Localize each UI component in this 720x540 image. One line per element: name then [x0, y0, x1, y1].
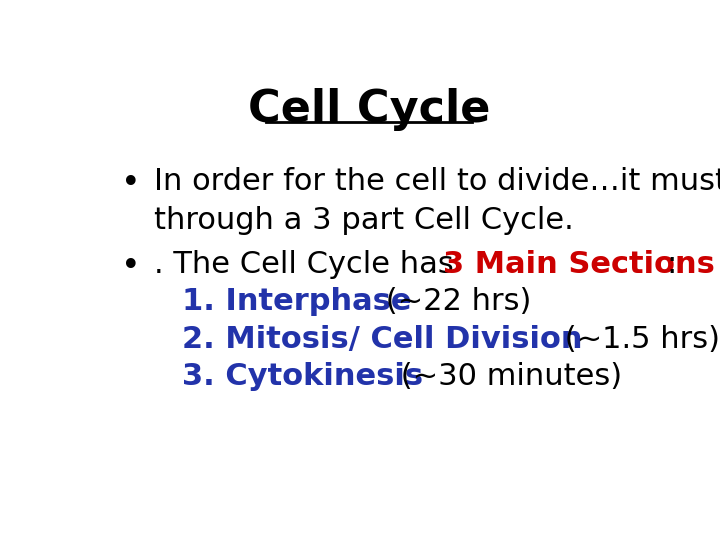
Text: •: •: [121, 250, 140, 283]
Text: (~30 minutes): (~30 minutes): [391, 362, 622, 391]
Text: :: :: [667, 250, 677, 279]
Text: 3. Cytokinesis: 3. Cytokinesis: [182, 362, 423, 391]
Text: In order for the cell to divide…it must go: In order for the cell to divide…it must …: [154, 167, 720, 195]
Text: through a 3 part Cell Cycle.: through a 3 part Cell Cycle.: [154, 206, 574, 235]
Text: . The Cell Cycle has: . The Cell Cycle has: [154, 250, 464, 279]
Text: •: •: [121, 167, 140, 200]
Text: 2. Mitosis/ Cell Division: 2. Mitosis/ Cell Division: [182, 325, 582, 354]
Text: (~1.5 hrs): (~1.5 hrs): [555, 325, 720, 354]
Text: 3 Main Sections: 3 Main Sections: [443, 250, 714, 279]
Text: 1. Interphase: 1. Interphase: [182, 287, 412, 316]
Text: (~22 hrs): (~22 hrs): [376, 287, 531, 316]
Text: Cell Cycle: Cell Cycle: [248, 87, 490, 131]
